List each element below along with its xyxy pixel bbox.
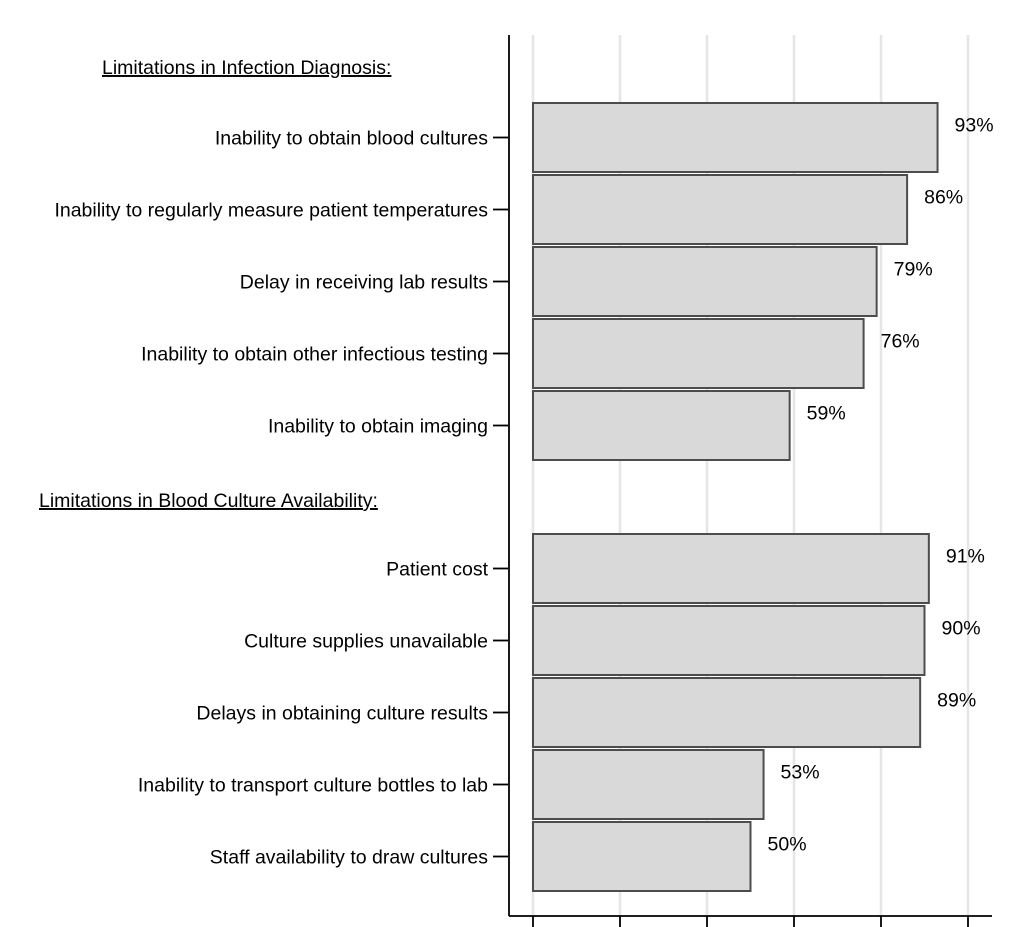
bar-0-0 xyxy=(533,103,938,172)
bar-0-1 xyxy=(533,175,907,244)
group-header-0: Limitations in Infection Diagnosis: xyxy=(102,57,391,79)
bar-1-3 xyxy=(533,750,764,819)
category-label-0-2: Delay in receiving lab results xyxy=(240,272,488,294)
category-label-0-4: Inability to obtain imaging xyxy=(268,416,488,438)
category-label-1-3: Inability to transport culture bottles t… xyxy=(138,775,488,797)
bar-1-0 xyxy=(533,534,929,603)
value-label-0-2: 79% xyxy=(894,259,933,281)
category-label-1-1: Culture supplies unavailable xyxy=(244,631,488,653)
value-label-0-4: 59% xyxy=(807,403,846,425)
bar-0-4 xyxy=(533,391,790,460)
bar-1-1 xyxy=(533,606,925,675)
value-label-1-3: 53% xyxy=(781,762,820,784)
bar-1-4 xyxy=(533,822,751,891)
category-label-0-1: Inability to regularly measure patient t… xyxy=(54,200,488,222)
category-label-0-3: Inability to obtain other infectious tes… xyxy=(141,344,488,366)
value-label-1-0: 91% xyxy=(946,546,985,568)
category-label-1-4: Staff availability to draw cultures xyxy=(210,847,488,869)
value-label-0-0: 93% xyxy=(955,115,994,137)
bar-0-2 xyxy=(533,247,877,316)
category-label-1-0: Patient cost xyxy=(386,559,488,581)
value-label-1-1: 90% xyxy=(942,618,981,640)
value-label-0-3: 76% xyxy=(881,331,920,353)
value-label-1-4: 50% xyxy=(768,834,807,856)
bar-1-2 xyxy=(533,678,920,747)
category-label-1-2: Delays in obtaining culture results xyxy=(196,703,488,725)
bar-0-3 xyxy=(533,319,864,388)
bars xyxy=(533,103,938,891)
group-header-1: Limitations in Blood Culture Availabilit… xyxy=(39,490,378,512)
value-label-0-1: 86% xyxy=(924,187,963,209)
category-label-0-0: Inability to obtain blood cultures xyxy=(215,128,488,150)
value-label-1-2: 89% xyxy=(937,690,976,712)
